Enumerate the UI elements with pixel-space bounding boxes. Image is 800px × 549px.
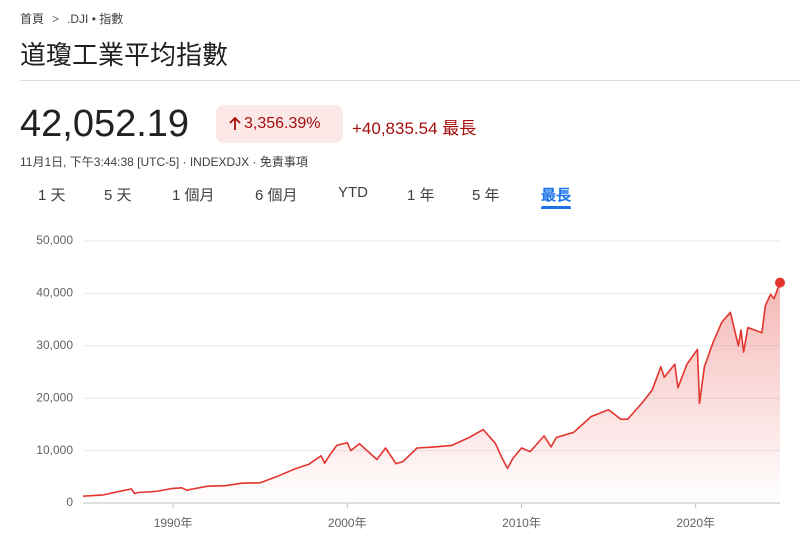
- x-tick-label: 2020年: [676, 516, 715, 530]
- y-tick-label: 10,000: [36, 443, 73, 457]
- range-tab[interactable]: 5 年: [472, 187, 500, 204]
- end-marker: [775, 277, 785, 288]
- breadcrumb: 首頁 > .DJI • 指數: [20, 12, 124, 26]
- breadcrumb-home[interactable]: 首頁: [20, 12, 45, 26]
- y-tick-label: 30,000: [36, 338, 73, 352]
- area-fill: [83, 282, 780, 503]
- range-tab[interactable]: 6 個月: [255, 187, 298, 204]
- range-tab[interactable]: 1 年: [407, 187, 435, 204]
- change: +40,835.54 最長: [352, 114, 476, 139]
- divider: [20, 80, 800, 81]
- change-period: 最長: [442, 119, 477, 138]
- y-tick-label: 20,000: [36, 390, 73, 404]
- breadcrumb-current: .DJI • 指數: [67, 12, 124, 26]
- tab-underline: [541, 206, 571, 209]
- range-tab[interactable]: 1 個月: [172, 187, 215, 204]
- x-tick-label: 2010年: [502, 516, 541, 530]
- x-tick-label: 2000年: [328, 516, 367, 530]
- y-tick-label: 40,000: [36, 286, 73, 300]
- timestamp: 11月1日, 下午3:44:38 [UTC-5] · INDEXDJX · 免責…: [20, 155, 308, 169]
- range-tab[interactable]: 5 天: [104, 187, 132, 204]
- change-percent: 3,356.39%: [244, 115, 321, 132]
- x-tick-label: 1990年: [154, 516, 193, 530]
- range-tab[interactable]: YTD: [338, 184, 368, 201]
- change-value: +40,835.54: [352, 119, 438, 138]
- title: 道瓊工業平均指數: [20, 40, 229, 70]
- price: 42,052.19: [20, 103, 190, 145]
- range-tab[interactable]: 1 天: [38, 187, 66, 204]
- y-tick-label: 50,000: [36, 233, 73, 247]
- price-line: [82, 282, 781, 497]
- change-badge: 3,356.39%: [216, 105, 343, 143]
- range-tab[interactable]: 最長: [541, 187, 572, 204]
- y-tick-label: 0: [66, 495, 73, 509]
- up-arrow: [229, 117, 241, 130]
